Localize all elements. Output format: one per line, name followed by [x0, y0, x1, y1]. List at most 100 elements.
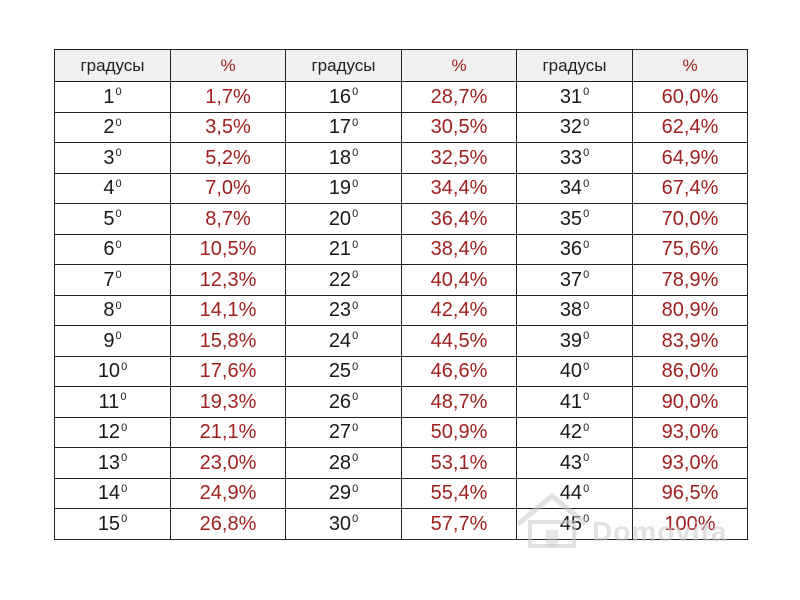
percent-cell: 70,0% [632, 203, 748, 235]
table-body: 10 1,7% 160 28,7% 310 60,0% 20 3,5% 170 30,5% 320 6… [54, 81, 748, 540]
degree-superscript: 0 [121, 421, 128, 434]
degree-cell: 190 [285, 172, 402, 204]
degree-cell: 240 [285, 325, 402, 357]
percent-cell: 96,5% [632, 477, 748, 509]
percent-cell: 57,7% [401, 508, 517, 540]
table-row: 120 21,1% 270 50,9% 420 93,0% [54, 416, 748, 448]
degree-superscript: 0 [121, 360, 128, 373]
degree-cell: 290 [285, 477, 402, 509]
table-row: 80 14,1% 230 42,4% 380 80,9% [54, 294, 748, 326]
degree-cell: 420 [516, 416, 633, 448]
degree-cell: 450 [516, 508, 633, 540]
degree-cell: 80 [54, 294, 171, 326]
percent-cell: 83,9% [632, 325, 748, 357]
degree-value: 28 [328, 451, 352, 474]
table-row: 100 17,6% 250 46,6% 400 86,0% [54, 355, 748, 387]
degree-superscript: 0 [115, 299, 122, 312]
degree-superscript: 0 [352, 238, 359, 251]
percent-cell: 55,4% [401, 477, 517, 509]
degree-cell: 360 [516, 233, 633, 265]
table-row: 150 26,8% 300 57,7% 450 100% [54, 508, 748, 540]
degree-value: 9 [103, 329, 115, 352]
degree-value: 30 [328, 512, 352, 535]
degree-superscript: 0 [583, 147, 590, 160]
degree-superscript: 0 [583, 299, 590, 312]
percent-cell: 14,1% [170, 294, 286, 326]
degree-value: 37 [559, 268, 583, 291]
degree-superscript: 0 [583, 116, 590, 129]
degree-superscript: 0 [352, 421, 359, 434]
degree-superscript: 0 [352, 513, 359, 526]
degree-superscript: 0 [583, 421, 590, 434]
degree-superscript: 0 [352, 177, 359, 190]
percent-cell: 93,0% [632, 416, 748, 448]
header-percent: % [632, 49, 748, 82]
percent-cell: 23,0% [170, 447, 286, 479]
percent-cell: 80,9% [632, 294, 748, 326]
degree-value: 7 [103, 268, 115, 291]
percent-cell: 30,5% [401, 111, 517, 143]
degree-value: 13 [97, 451, 121, 474]
degree-value: 29 [328, 482, 352, 505]
degree-superscript: 0 [120, 391, 127, 404]
degree-cell: 410 [516, 386, 633, 418]
table-row: 10 1,7% 160 28,7% 310 60,0% [54, 81, 748, 113]
degree-cell: 210 [285, 233, 402, 265]
percent-cell: 78,9% [632, 264, 748, 296]
degree-superscript: 0 [583, 86, 590, 99]
degree-superscript: 0 [352, 482, 359, 495]
percent-cell: 7,0% [170, 172, 286, 204]
degree-cell: 250 [285, 355, 402, 387]
degree-value: 35 [559, 207, 583, 230]
degree-cell: 390 [516, 325, 633, 357]
degree-superscript: 0 [121, 452, 128, 465]
degree-superscript: 0 [121, 482, 128, 495]
degree-superscript: 0 [121, 513, 128, 526]
degree-value: 25 [328, 360, 352, 383]
degree-value: 3 [103, 146, 115, 169]
degree-value: 20 [328, 207, 352, 230]
percent-cell: 90,0% [632, 386, 748, 418]
degree-value: 5 [103, 207, 115, 230]
degree-value: 34 [559, 177, 583, 200]
degree-cell: 150 [54, 508, 171, 540]
degree-superscript: 0 [115, 177, 122, 190]
degree-superscript: 0 [583, 360, 590, 373]
degree-value: 33 [559, 146, 583, 169]
degree-cell: 310 [516, 81, 633, 113]
degree-cell: 400 [516, 355, 633, 387]
degree-value: 19 [328, 177, 352, 200]
degree-cell: 430 [516, 447, 633, 479]
degree-value: 6 [103, 238, 115, 261]
percent-cell: 53,1% [401, 447, 517, 479]
degree-value: 16 [328, 85, 352, 108]
header-percent: % [401, 49, 517, 82]
percent-cell: 1,7% [170, 81, 286, 113]
degree-cell: 340 [516, 172, 633, 204]
degree-value: 26 [328, 390, 352, 413]
header-degrees: градусы [516, 49, 633, 82]
degree-cell: 110 [54, 386, 171, 418]
degree-superscript: 0 [352, 147, 359, 160]
degree-value: 43 [559, 451, 583, 474]
degree-value: 41 [559, 390, 583, 413]
degree-cell: 320 [516, 111, 633, 143]
percent-cell: 93,0% [632, 447, 748, 479]
percent-cell: 48,7% [401, 386, 517, 418]
degree-value: 31 [559, 85, 583, 108]
degree-superscript: 0 [583, 391, 590, 404]
degree-cell: 40 [54, 172, 171, 204]
percent-cell: 62,4% [632, 111, 748, 143]
degree-superscript: 0 [115, 116, 122, 129]
degree-value: 39 [559, 329, 583, 352]
degree-superscript: 0 [583, 452, 590, 465]
degree-cell: 260 [285, 386, 402, 418]
degree-cell: 330 [516, 142, 633, 174]
degree-superscript: 0 [115, 238, 122, 251]
table-row: 70 12,3% 220 40,4% 370 78,9% [54, 264, 748, 296]
degree-superscript: 0 [115, 86, 122, 99]
header-degrees: градусы [285, 49, 402, 82]
table-row: 60 10,5% 210 38,4% 360 75,6% [54, 233, 748, 265]
percent-cell: 15,8% [170, 325, 286, 357]
